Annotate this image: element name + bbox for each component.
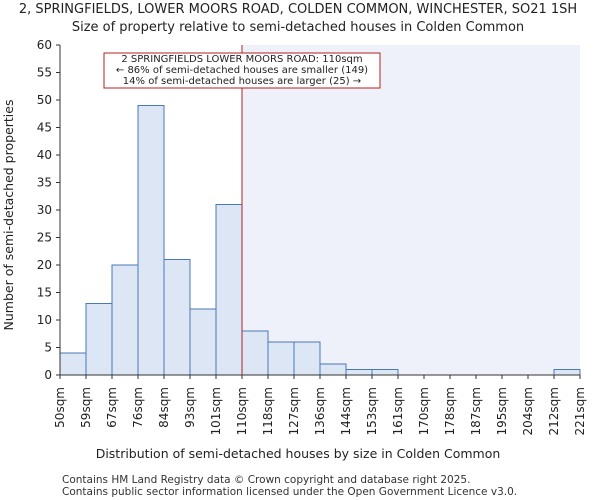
y-tick-label: 25 — [37, 231, 52, 245]
x-tick-label: 76sqm — [131, 387, 145, 428]
y-tick-label: 45 — [37, 121, 52, 135]
annotation-frame — [103, 52, 381, 89]
bar-212sqm — [553, 369, 581, 376]
x-tick-label: 195sqm — [495, 387, 509, 435]
bar-110sqm — [241, 330, 269, 376]
chart-subtitle: Size of property relative to semi-detach… — [72, 20, 524, 35]
x-tick-label: 110sqm — [235, 387, 249, 435]
x-tick-label: 187sqm — [469, 387, 483, 435]
x-tick-label: 178sqm — [443, 387, 457, 435]
y-tick-label: 55 — [37, 66, 52, 80]
bar-67sqm — [111, 264, 139, 376]
y-tick-label: 5 — [44, 341, 52, 355]
x-tick-label: 221sqm — [573, 387, 587, 435]
y-tick-label: 30 — [37, 203, 52, 217]
y-tick-label: 60 — [37, 38, 52, 52]
y-axis-label: Number of semi-detached properties — [1, 100, 16, 331]
x-tick-label: 101sqm — [209, 387, 223, 435]
footer-line-1: Contains HM Land Registry data © Crown c… — [62, 474, 470, 486]
x-tick-label: 161sqm — [391, 387, 405, 435]
x-tick-label: 212sqm — [547, 387, 561, 435]
bar-84sqm — [163, 259, 191, 376]
footer-line-2: Contains public sector information licen… — [62, 486, 517, 498]
x-tick-label: 93sqm — [183, 387, 197, 428]
annotation-box: 2 SPRINGFIELDS LOWER MOORS ROAD: 110sqm … — [103, 52, 381, 89]
x-tick-label: 144sqm — [339, 387, 353, 435]
x-tick-label: 67sqm — [105, 387, 119, 428]
y-tick-label: 35 — [37, 176, 52, 190]
y-tick-label: 50 — [37, 93, 52, 107]
y-tick-label: 15 — [37, 286, 52, 300]
y-tick-label: 0 — [44, 368, 52, 382]
chart-title: 2, SPRINGFIELDS, LOWER MOORS ROAD, COLDE… — [19, 2, 577, 17]
x-tick-label: 204sqm — [521, 387, 535, 435]
x-tick-label: 84sqm — [157, 387, 171, 428]
y-tick-label: 10 — [37, 313, 52, 327]
x-tick-label: 170sqm — [417, 387, 431, 435]
x-tick-label: 127sqm — [287, 387, 301, 435]
bar-127sqm — [293, 341, 321, 376]
y-tick-label: 40 — [37, 148, 52, 162]
x-tick-label: 59sqm — [79, 387, 93, 428]
bar-93sqm — [189, 308, 217, 376]
bar-76sqm — [137, 105, 165, 376]
annotation-line-2: ← 86% of semi-detached houses are smalle… — [116, 65, 368, 76]
bar-50sqm — [59, 352, 87, 376]
bar-118sqm — [267, 341, 295, 376]
x-tick-label: 118sqm — [261, 387, 275, 435]
annotation-line-1: 2 SPRINGFIELDS LOWER MOORS ROAD: 110sqm — [121, 54, 362, 65]
x-tick-label: 136sqm — [313, 387, 327, 435]
bar-59sqm — [85, 303, 113, 376]
bar-144sqm — [345, 369, 373, 376]
x-axis-label: Distribution of semi-detached houses by … — [96, 446, 501, 461]
y-tick-label: 20 — [37, 258, 52, 272]
bar-136sqm — [319, 363, 347, 376]
highlight-region — [242, 45, 580, 375]
bar-153sqm — [371, 369, 399, 376]
x-tick-label: 50sqm — [53, 387, 67, 428]
bar-101sqm — [215, 204, 243, 376]
annotation-line-3: 14% of semi-detached houses are larger (… — [123, 76, 361, 87]
x-tick-label: 153sqm — [365, 387, 379, 435]
